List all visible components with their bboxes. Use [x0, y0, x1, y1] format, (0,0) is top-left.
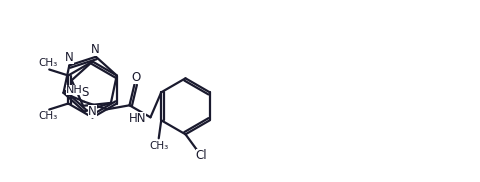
Text: CH₃: CH₃	[38, 111, 58, 121]
Text: CH₃: CH₃	[149, 141, 168, 151]
Text: S: S	[81, 86, 89, 99]
Text: Cl: Cl	[196, 149, 207, 162]
Text: CH₃: CH₃	[38, 58, 58, 68]
Text: N: N	[88, 105, 96, 118]
Text: O: O	[132, 71, 141, 84]
Text: NH: NH	[66, 85, 83, 95]
Text: HN: HN	[129, 112, 146, 125]
Text: N: N	[65, 52, 74, 64]
Text: N: N	[91, 43, 100, 56]
